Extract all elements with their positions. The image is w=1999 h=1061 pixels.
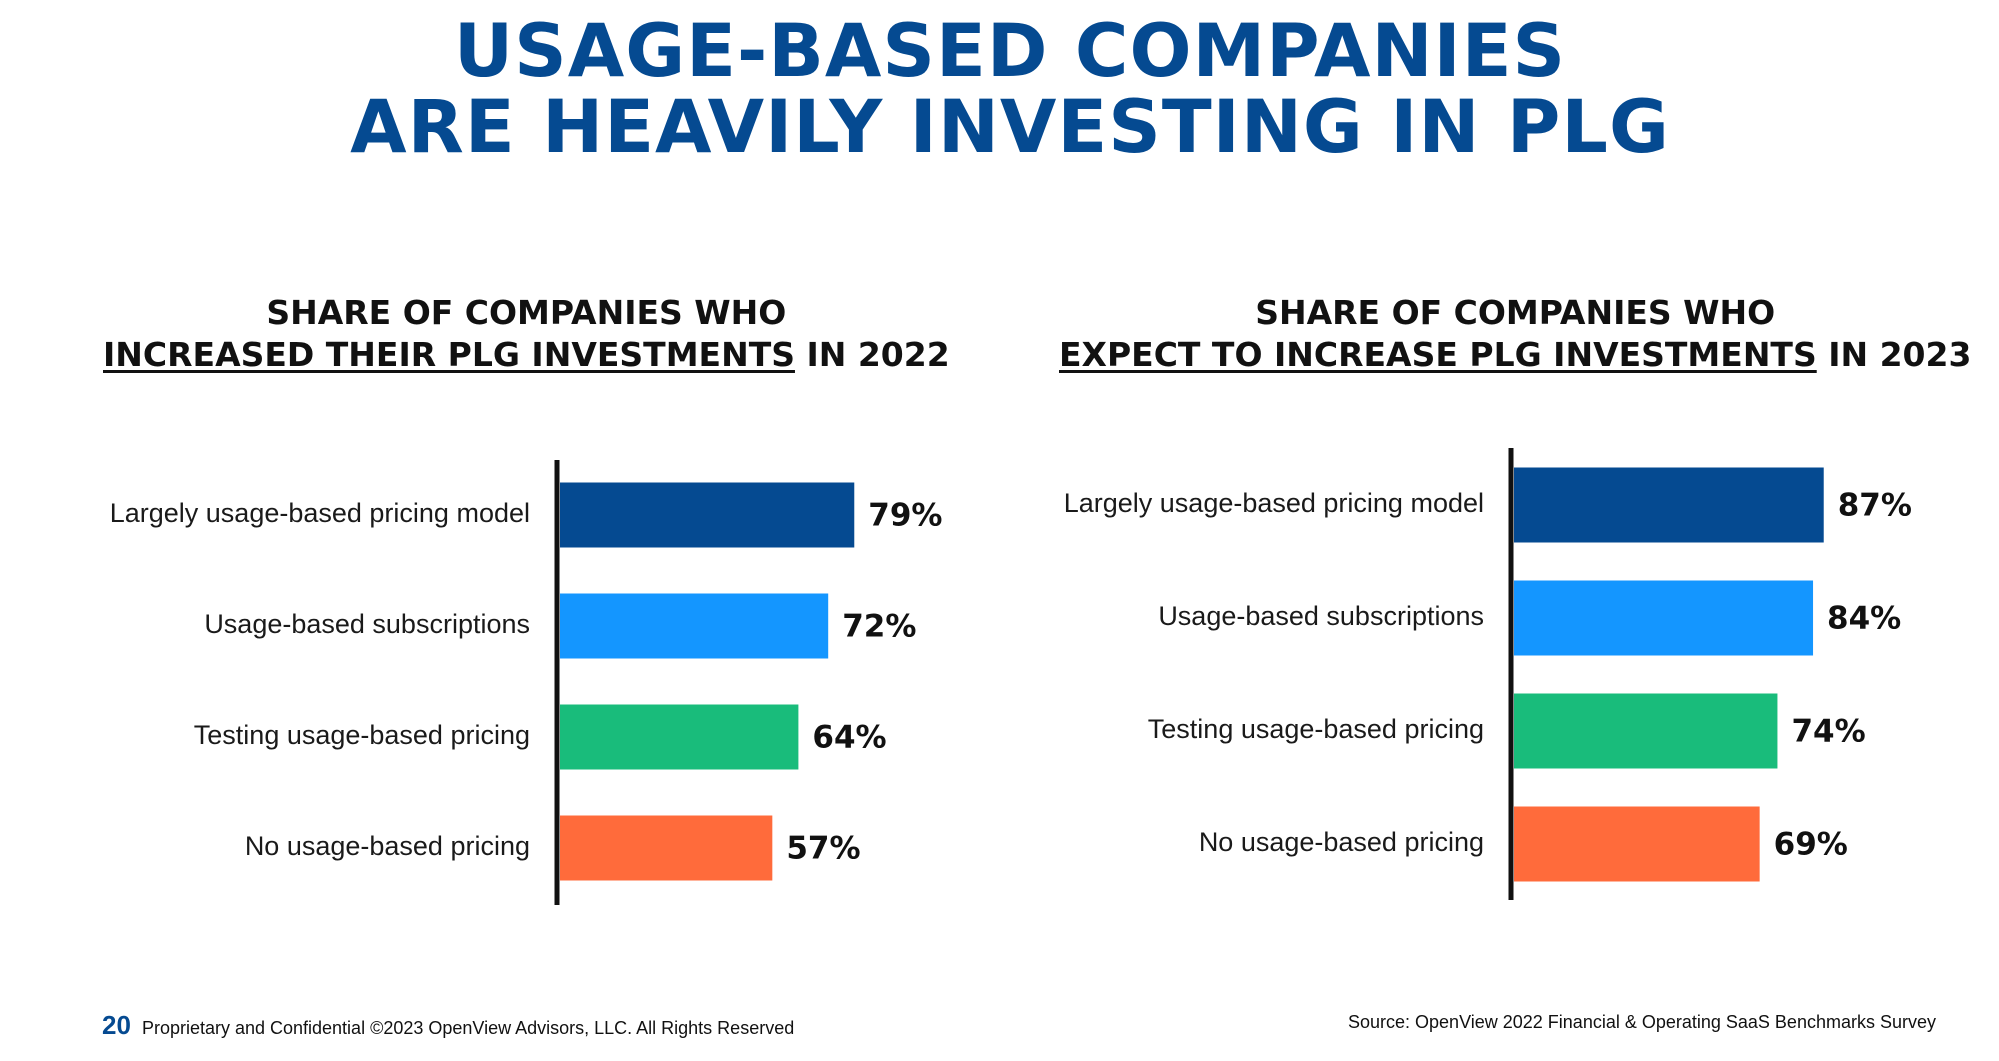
chart-2022-bar-3	[560, 704, 799, 770]
page-number: 20	[102, 1010, 131, 1040]
chart-2023-value-label-3: 74%	[1791, 714, 1865, 750]
chart-2022-category-label-4: No usage-based pricing	[245, 831, 530, 861]
chart-2022-category-label-3: Testing usage-based pricing	[194, 720, 530, 750]
chart-2022-category-label-1: Largely usage-based pricing model	[110, 498, 530, 528]
chart-2023-value-label-1: 87%	[1838, 488, 1912, 524]
chart-2022-category-label-2: Usage-based subscriptions	[204, 609, 530, 639]
chart-2023-value-label-2: 84%	[1827, 601, 1901, 637]
chart-2023-category-label-2: Usage-based subscriptions	[1158, 601, 1484, 631]
chart-2022-title-line1: SHARE OF COMPANIES WHO	[266, 293, 787, 332]
chart-2023-title-line1: SHARE OF COMPANIES WHO	[1255, 293, 1776, 332]
footer-left: 20 Proprietary and Confidential ©2023 Op…	[102, 1010, 794, 1041]
chart-2023-title-line2: EXPECT TO INCREASE PLG INVESTMENTS IN 20…	[1059, 334, 1971, 376]
chart-2023-category-label-3: Testing usage-based pricing	[1148, 714, 1484, 744]
chart-2022-bar-2	[560, 593, 829, 659]
chart-2023-title-suffix: IN 2023	[1816, 335, 1972, 374]
chart-2023-category-label-4: No usage-based pricing	[1199, 827, 1484, 857]
chart-2023-value-label-4: 69%	[1774, 827, 1848, 863]
chart-2022-title-underlined: INCREASED THEIR PLG INVESTMENTS	[103, 335, 795, 374]
chart-2022-value-label-2: 72%	[842, 609, 916, 645]
slide-title: USAGE-BASED COMPANIES ARE HEAVILY INVEST…	[0, 14, 1999, 166]
chart-2022-value-label-1: 79%	[868, 498, 942, 534]
chart-2022: Largely usage-based pricing model 79% Usag…	[110, 460, 942, 905]
slide-title-line2: ARE HEAVILY INVESTING IN PLG	[350, 85, 1670, 170]
chart-2023-bar-4	[1514, 806, 1760, 882]
chart-2022-title-suffix: IN 2022	[794, 335, 950, 374]
chart-2022-value-label-3: 64%	[812, 720, 886, 756]
chart-2022-title: SHARE OF COMPANIES WHO INCREASED THEIR P…	[103, 292, 950, 376]
chart-2022-title-line2: INCREASED THEIR PLG INVESTMENTS IN 2022	[103, 334, 950, 376]
chart-2023-category-label-1: Largely usage-based pricing model	[1064, 488, 1484, 518]
copyright-text: Proprietary and Confidential ©2023 OpenV…	[141, 1018, 795, 1038]
source-text: Source: OpenView 2022 Financial & Operat…	[1348, 1012, 1936, 1032]
slide-title-line1: USAGE-BASED COMPANIES	[453, 9, 1567, 94]
chart-2022-bar-1	[560, 482, 855, 548]
chart-2022-value-label-4: 57%	[786, 831, 860, 867]
chart-2023-bar-3	[1514, 693, 1778, 769]
chart-2023: Largely usage-based pricing model 87% Usag…	[1064, 448, 1912, 900]
chart-2023-title-underlined: EXPECT TO INCREASE PLG INVESTMENTS	[1059, 335, 1817, 374]
chart-2022-bar-4	[560, 815, 773, 881]
chart-2023-bar-2	[1514, 580, 1814, 656]
chart-2023-title: SHARE OF COMPANIES WHO EXPECT TO INCREAS…	[1059, 292, 1971, 376]
chart-2023-bar-1	[1514, 467, 1824, 543]
